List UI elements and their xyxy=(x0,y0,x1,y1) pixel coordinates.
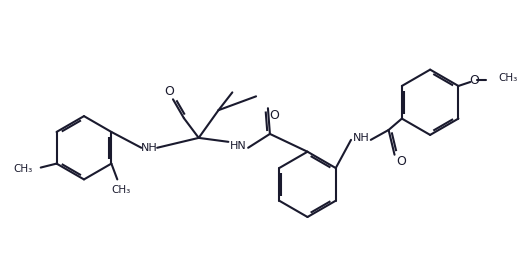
Text: HN: HN xyxy=(230,141,247,151)
Text: O: O xyxy=(397,155,407,168)
Text: O: O xyxy=(164,85,174,98)
Text: CH₃: CH₃ xyxy=(498,73,517,83)
Text: NH: NH xyxy=(353,133,369,143)
Text: O: O xyxy=(470,73,479,87)
Text: CH₃: CH₃ xyxy=(112,185,131,195)
Text: O: O xyxy=(269,109,279,122)
Text: NH: NH xyxy=(141,143,158,153)
Text: CH₃: CH₃ xyxy=(14,164,33,173)
